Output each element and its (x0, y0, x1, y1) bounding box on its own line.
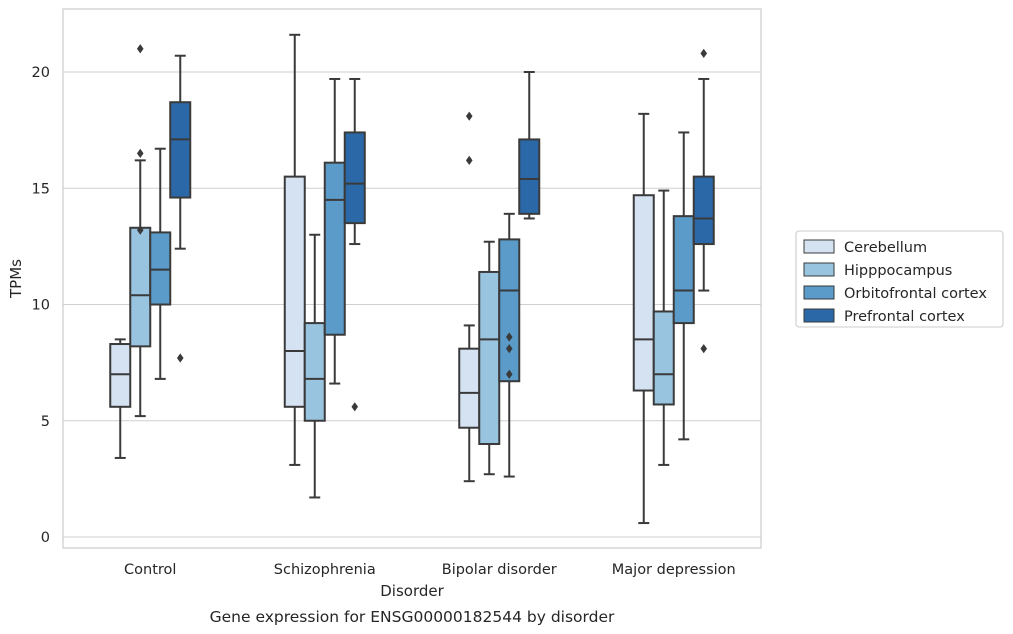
box-1-2 (478, 240, 501, 476)
box-3-0 (169, 54, 192, 363)
box-body (283, 175, 306, 408)
box-1-3 (652, 189, 675, 466)
outlier-point (505, 369, 513, 379)
box-0-2 (458, 111, 481, 483)
box-1-0 (129, 44, 152, 418)
legend-entry: Orbitofrontal cortex (844, 286, 987, 302)
y-tick-label: 15 (32, 181, 50, 197)
y-tick-label: 20 (32, 65, 50, 81)
plot-area (62, 8, 762, 549)
y-tick-label: 5 (41, 414, 50, 430)
box-2-0 (149, 147, 172, 380)
box-body (672, 215, 695, 325)
box-body (498, 238, 521, 383)
box-3-3 (692, 48, 715, 354)
box-body (109, 343, 132, 408)
legend-swatch (803, 308, 835, 323)
outlier-point (176, 353, 184, 363)
outlier-point (136, 148, 144, 158)
x-tick-label: Bipolar disorder (442, 562, 557, 578)
y-axis-label: TPMs (7, 259, 25, 299)
outlier-point (700, 344, 708, 354)
outlier-point (505, 332, 513, 342)
box-body (343, 131, 366, 225)
box-3-2 (518, 71, 541, 220)
outlier-point (700, 48, 708, 58)
box-body (652, 310, 675, 406)
box-3-1 (343, 77, 366, 412)
x-tick-label: Control (124, 562, 176, 578)
legend-entry: Hipppocampus (844, 263, 952, 279)
outlier-point (505, 344, 513, 354)
box-1-1 (303, 233, 326, 499)
legend-entry: Prefrontal cortex (844, 309, 965, 325)
x-axis-label: Disorder (380, 582, 444, 600)
box-body (692, 175, 715, 246)
x-tick-label: Major depression (612, 562, 736, 578)
legend-swatch (803, 239, 835, 254)
box-2-2 (498, 212, 521, 478)
box-body (458, 347, 481, 429)
legend-swatch (803, 262, 835, 277)
chart-title: Gene expression for ENSG00000182544 by d… (210, 608, 615, 626)
box-body (303, 322, 326, 422)
box-2-3 (672, 131, 695, 441)
x-tick-label: Schizophrenia (274, 562, 376, 578)
box-body (632, 194, 655, 392)
y-tick-label: 10 (32, 298, 50, 314)
y-tick-label: 0 (41, 530, 50, 546)
legend-swatch (803, 285, 835, 300)
outlier-point (351, 402, 359, 412)
box-body (129, 226, 152, 348)
box-body (323, 161, 346, 336)
box-body (149, 231, 172, 306)
box-body (169, 101, 192, 199)
box-body (478, 270, 501, 446)
box-0-3 (632, 112, 655, 525)
box-body (518, 138, 541, 215)
box-2-1 (323, 77, 346, 385)
outlier-point (465, 155, 473, 165)
legend-entry: Cerebellum (844, 240, 927, 256)
outlier-point (136, 225, 144, 235)
legend: Cerebellum Hipppocampus Orbitofrontal cort… (795, 230, 1004, 328)
outlier-point (465, 111, 473, 121)
outlier-point (136, 44, 144, 54)
legend-frame (795, 230, 1004, 328)
box-0-1 (283, 33, 306, 466)
box-0-0 (109, 338, 132, 459)
